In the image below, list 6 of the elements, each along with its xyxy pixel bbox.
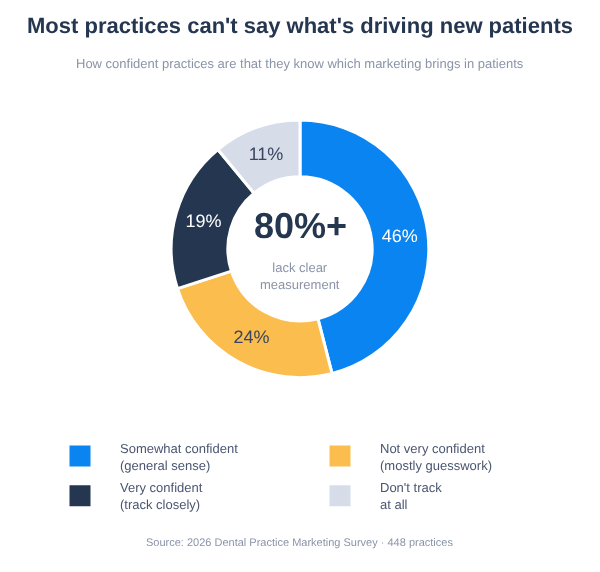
- chart-title: Most practices can't say what's driving new patients: [27, 15, 573, 40]
- data-label: 11%: [248, 144, 284, 165]
- data-label: 24%: [233, 326, 270, 347]
- data-label: 19%: [185, 210, 222, 231]
- text: 80%+: [254, 206, 348, 246]
- data-label: 46%: [381, 226, 418, 247]
